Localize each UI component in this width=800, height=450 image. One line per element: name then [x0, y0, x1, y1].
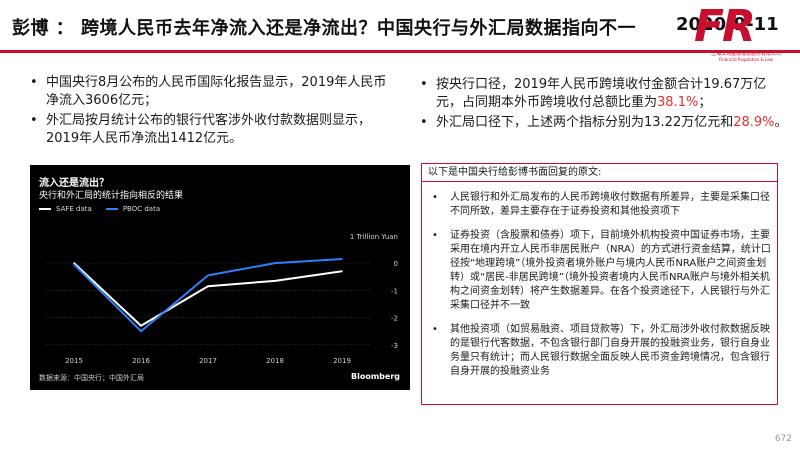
data-point-pboc [140, 330, 142, 333]
logo-mark: FR [694, 1, 756, 52]
logo-company-name-en: Financial Regulation & Law [719, 57, 773, 62]
legend-item-pboc: PBOC data [105, 205, 161, 213]
x-tick-label: 2016 [132, 357, 150, 365]
quote-intro: 以下是中国央行给彭博书面回复的原文: [428, 167, 602, 178]
left-bullet-1: 中国央行8月公布的人民币国际化报告显示，2019年人民币净流入3606亿元； [28, 74, 398, 110]
quote-divider [422, 181, 777, 182]
company-logo: FR 上海法询金融信息服务有限公司 Financial Regulation &… [694, 2, 798, 66]
header-divider [0, 50, 800, 53]
legend-swatch-pboc [105, 208, 118, 210]
data-point-safe [140, 324, 142, 327]
quote-item-3: 其他投资项（如贸易融资、项目贷款等）下，外汇局涉外收付款数据反映的是银行代客数据… [430, 323, 772, 379]
chart-subtitle: 央行和外汇局的统计指向相反的结果 [39, 191, 184, 201]
line-chart-svg: 1 Trillion Yuan 0 -1 -2 -3 2015 2016 2017 2018 20… [46, 233, 398, 365]
y-tick-label: -2 [391, 315, 398, 323]
y-tick-label: 1 Trillion Yuan [350, 233, 398, 241]
chart-source: 数据来源：中国央行；中国外汇局 [39, 374, 144, 382]
data-point-pboc [207, 274, 209, 277]
page-number: 672 [774, 434, 792, 444]
legend-swatch-safe [39, 208, 51, 210]
data-point-pboc [341, 258, 343, 260]
data-point-pboc [274, 262, 276, 264]
x-tick-label: 2019 [333, 357, 351, 365]
right-bullet-1-text: 按央行口径，2019年人民币跨境收付金额合计19.67万亿元，占同期本外币跨境收… [436, 77, 767, 110]
bloomberg-chart: 1 Trillion Yuan 0 -1 -2 -3 2015 2016 2017 2018 20… [30, 165, 410, 390]
page-title: 彭博 ： 跨境人民币去年净流入还是净流出？中国央行与外汇局数据指向不一 [12, 18, 637, 39]
x-tick-label: 2015 [65, 357, 83, 365]
left-bullet-2: 外汇局按月统计公布的银行代客涉外收付款数据则显示，2019年人民币净流出1412… [28, 112, 398, 148]
data-point-pboc [73, 263, 75, 266]
data-point-safe [207, 285, 209, 288]
right-bullet-list: 按央行口径，2019年人民币跨境收付金额合计19.67万亿元，占同期本外币跨境收… [418, 76, 790, 134]
logo-company-name-cn: 上海法询金融信息服务有限公司 [710, 51, 781, 57]
quote-item-2: 证券投资（含股票和债券）项下，目前境外机构投资中国证券市场，主要采用在境内开立人… [430, 229, 772, 313]
data-point-safe [274, 280, 276, 282]
chart-legend: SAFE data PBOC data [39, 205, 160, 213]
right-bullet-2: 外汇局口径下，上述两个指标分别为13.22万亿元和28.9%。 [418, 114, 790, 132]
left-bullet-list: 中国央行8月公布的人民币国际化报告显示，2019年人民币净流入3606亿元； 外… [28, 74, 398, 150]
pboc-share-highlight: 38.1% [657, 95, 699, 110]
y-tick-label: -3 [391, 342, 398, 350]
legend-label-pboc: PBOC data [122, 205, 161, 213]
y-tick-label: 0 [394, 260, 398, 268]
data-point-safe [73, 262, 75, 264]
right-bullet-1: 按央行口径，2019年人民币跨境收付金额合计19.67万亿元，占同期本外币跨境收… [418, 76, 790, 112]
right-bullet-2-end: 。 [774, 115, 788, 130]
safe-share-highlight: 28.9% [733, 115, 775, 130]
x-tick-label: 2018 [266, 357, 284, 365]
right-bullet-1-end: ； [698, 95, 712, 110]
series-line-safe [73, 262, 343, 327]
bloomberg-brand: Bloomberg [351, 372, 400, 381]
page-date: 2020-9-11 [676, 14, 779, 35]
data-point-safe [341, 270, 343, 273]
quote-list: 人民银行和外汇局发布的人民币跨境收付数据有所差异，主要是采集口径不同所致，差异主… [430, 191, 772, 389]
right-bullet-2-text: 外汇局口径下，上述两个指标分别为13.22万亿元和 [436, 115, 734, 130]
y-tick-label: -1 [391, 287, 398, 295]
quote-item-1: 人民银行和外汇局发布的人民币跨境收付数据有所差异，主要是采集口径不同所致，差异主… [430, 191, 772, 219]
series-line-pboc [73, 258, 343, 333]
x-tick-label: 2017 [199, 357, 217, 365]
legend-item-safe: SAFE data [39, 205, 92, 213]
legend-label-safe: SAFE data [56, 205, 92, 213]
pboc-reply-box: 以下是中国央行给彭博书面回复的原文: 人民银行和外汇局发布的人民币跨境收付数据有… [421, 163, 778, 405]
chart-title: 流入还是流出？ [39, 178, 109, 189]
